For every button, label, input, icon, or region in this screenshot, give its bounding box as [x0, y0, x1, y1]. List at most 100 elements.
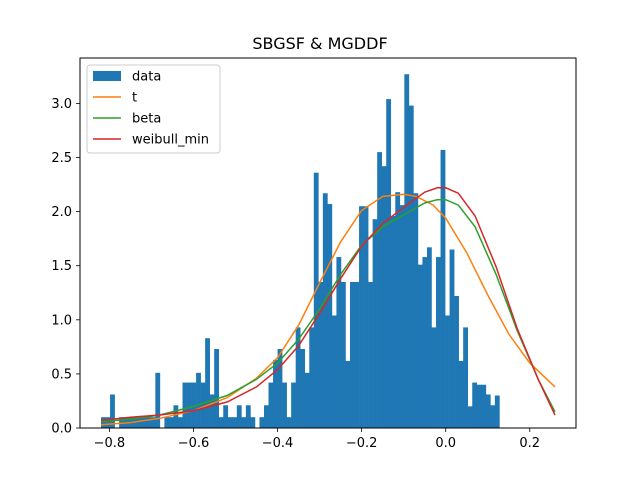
- histogram-bar: [218, 417, 224, 428]
- x-tick-label: −0.8: [94, 436, 126, 451]
- histogram-bar: [463, 327, 469, 428]
- plot-frame: [79, 57, 577, 429]
- histogram-bar: [422, 257, 428, 428]
- histogram-bar: [250, 417, 256, 428]
- histogram-bar: [304, 372, 310, 428]
- histogram-bar: [259, 417, 265, 428]
- histogram-bar: [472, 382, 478, 428]
- histogram-bar: [345, 360, 351, 428]
- histogram-bar: [313, 172, 319, 428]
- x-axis: −0.8 −0.6 −0.4 −0.2 0.0 0.2: [94, 428, 540, 451]
- y-tick-label: 2.0: [51, 205, 72, 220]
- histogram-bar: [445, 315, 450, 428]
- histogram-bar: [236, 405, 242, 428]
- histogram-bar: [481, 384, 487, 428]
- histogram-bar: [350, 281, 355, 428]
- histogram-bar: [359, 206, 364, 428]
- y-tick-label: 0.5: [51, 367, 72, 382]
- histogram-bar: [413, 193, 419, 428]
- histogram-bar: [164, 417, 170, 428]
- histogram-bar: [485, 394, 491, 428]
- series-line-beta: [100, 198, 556, 423]
- histogram-bar: [386, 99, 392, 429]
- histogram-bar: [137, 417, 143, 428]
- x-tick-label: −0.4: [262, 436, 294, 451]
- histogram-bar: [300, 349, 306, 428]
- histogram-bar: [214, 349, 220, 428]
- histogram-bar: [426, 247, 432, 428]
- legend-label: weibull_min: [132, 133, 209, 148]
- histogram-bar: [363, 206, 369, 428]
- histogram-bar: [105, 417, 111, 428]
- histogram-bar: [322, 193, 328, 428]
- histogram-bar: [449, 249, 455, 428]
- histogram-bar: [454, 296, 459, 428]
- histogram-bar: [173, 405, 179, 428]
- histogram-bar: [336, 257, 342, 428]
- histogram-bar: [182, 382, 188, 428]
- x-tick-label: −0.6: [178, 436, 210, 451]
- histogram-bar: [372, 219, 378, 428]
- x-tick-label: 0.2: [519, 436, 540, 451]
- legend-label: t: [132, 91, 137, 106]
- legend-swatch: [93, 71, 121, 81]
- histogram-bar: [408, 105, 414, 428]
- legend: data t beta weibull_min: [86, 64, 221, 154]
- histogram-bar: [404, 74, 410, 428]
- histogram-bar: [440, 149, 446, 428]
- y-axis: 0.0 0.5 1.0 1.5 2.0 2.5 3.0: [51, 97, 80, 437]
- histogram-bar: [377, 152, 382, 428]
- y-tick-label: 1.0: [51, 313, 72, 328]
- histogram-bar: [467, 406, 473, 428]
- histogram-bar: [354, 281, 360, 428]
- histogram-bar: [150, 417, 156, 428]
- histogram-bar: [494, 395, 500, 428]
- histogram-bar: [295, 327, 301, 428]
- y-tick-label: 3.0: [51, 97, 72, 112]
- histogram-bar: [340, 281, 346, 428]
- x-tick-label: 0.0: [435, 436, 456, 451]
- histogram-bar: [146, 417, 152, 428]
- histogram-bar: [286, 417, 292, 428]
- histogram-bar: [223, 405, 229, 428]
- legend-label: beta: [132, 112, 161, 127]
- histogram-bar: [476, 384, 482, 428]
- histogram-bar: [168, 417, 174, 428]
- series-line-t: [100, 193, 556, 426]
- histogram-bar: [191, 382, 197, 428]
- histogram-bar: [368, 281, 373, 428]
- histogram-bar: [417, 264, 423, 428]
- histogram-bar: [309, 327, 315, 428]
- histogram-bar: [141, 417, 147, 428]
- y-tick-label: 2.5: [51, 151, 72, 166]
- histogram-bar: [209, 394, 215, 428]
- histogram-bar: [399, 205, 405, 428]
- histogram-bar: [101, 417, 106, 428]
- histogram-bar: [268, 382, 274, 428]
- histogram-bar: [273, 359, 278, 428]
- histogram-bar: [395, 192, 401, 428]
- histogram-bar: [232, 417, 238, 428]
- histogram-bars: [101, 74, 500, 429]
- legend-label: data: [132, 70, 161, 85]
- histogram-bar: [187, 382, 192, 428]
- histogram-bar: [205, 338, 210, 428]
- histogram-bar: [327, 204, 333, 428]
- histogram-bar: [381, 166, 387, 428]
- histogram-bar: [291, 382, 296, 428]
- histogram-bar: [436, 257, 441, 428]
- histogram-bar: [431, 327, 437, 428]
- histogram-bar: [200, 382, 206, 428]
- histogram-bar: [390, 215, 396, 428]
- histogram-bar: [110, 394, 115, 428]
- histogram-bar: [331, 315, 337, 428]
- histogram-bar: [245, 405, 251, 428]
- fit-lines: [100, 187, 556, 426]
- chart-title: SBGSF & MGDDF: [252, 34, 387, 53]
- histogram-bar: [177, 417, 183, 428]
- histogram-bar: [458, 360, 464, 428]
- histogram-bar: [318, 281, 324, 428]
- histogram-bar: [490, 405, 496, 428]
- histogram-bar: [277, 349, 283, 428]
